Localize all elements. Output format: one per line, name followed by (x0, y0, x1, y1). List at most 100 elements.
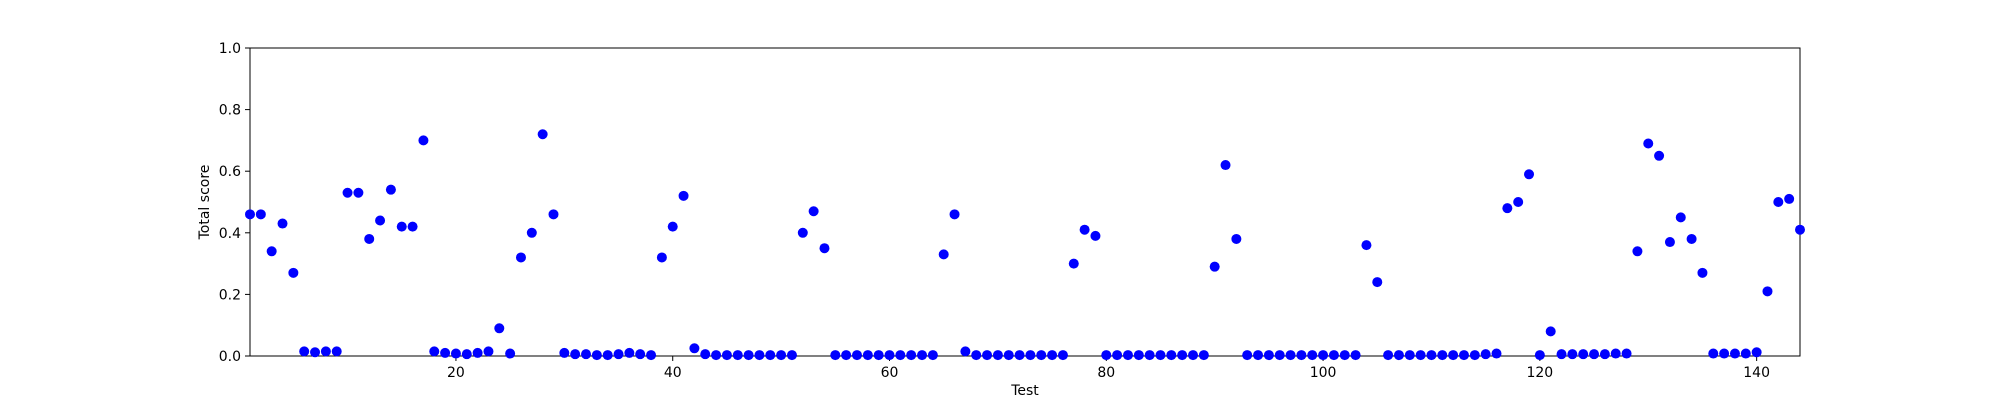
data-point (656, 252, 667, 263)
data-point (1556, 349, 1567, 360)
data-point (537, 129, 548, 140)
data-point (1589, 349, 1600, 360)
data-point (1795, 224, 1805, 235)
data-point (1274, 350, 1285, 361)
data-point (396, 221, 407, 232)
data-point (1675, 212, 1686, 223)
y-tick-label: 0.8 (219, 103, 241, 119)
data-point (1545, 326, 1556, 337)
data-point (1155, 350, 1166, 361)
data-point (667, 221, 678, 232)
data-point (895, 350, 906, 361)
data-point (320, 346, 331, 357)
data-point (646, 350, 657, 361)
x-tick-label: 80 (1097, 365, 1115, 381)
data-point (277, 218, 288, 229)
data-point (1253, 350, 1264, 361)
data-point (310, 347, 321, 358)
data-point (873, 350, 884, 361)
plot-area (249, 47, 1801, 357)
data-point (1101, 350, 1112, 361)
data-point (1784, 193, 1795, 204)
data-point (1166, 350, 1177, 361)
data-point (418, 135, 429, 146)
data-point (299, 346, 310, 357)
data-point (288, 267, 299, 278)
data-point (1480, 349, 1491, 360)
data-point (1057, 350, 1068, 361)
data-point (1621, 348, 1632, 359)
data-point (602, 350, 613, 361)
data-point (1513, 197, 1524, 207)
x-axis-ticks: 20 40 60 80 100 120 140 (447, 356, 1770, 381)
data-point (1664, 237, 1675, 248)
data-point (1708, 348, 1719, 359)
data-point (1469, 350, 1480, 361)
data-point (353, 187, 364, 198)
x-axis-label: Test (1010, 383, 1039, 399)
data-point (1458, 350, 1469, 361)
data-point (483, 346, 494, 357)
data-point (1144, 350, 1155, 361)
data-point (1632, 246, 1643, 257)
data-point (1361, 240, 1372, 251)
data-point (1610, 348, 1621, 359)
data-point (1437, 350, 1448, 361)
data-point (624, 347, 635, 358)
data-point (526, 227, 537, 238)
data-point (1047, 350, 1058, 361)
data-point (754, 350, 765, 361)
data-point (960, 346, 971, 357)
data-point (971, 350, 982, 361)
y-tick-label: 1.0 (219, 41, 241, 57)
data-point (266, 246, 277, 257)
data-point (1339, 350, 1350, 361)
data-point (613, 349, 624, 360)
data-point (700, 349, 711, 360)
data-point (1188, 350, 1199, 361)
data-point (1090, 230, 1101, 241)
data-point (1393, 350, 1404, 361)
data-point (1177, 350, 1188, 361)
data-point (1231, 233, 1242, 244)
data-point (862, 350, 873, 361)
data-point (1307, 350, 1318, 361)
data-point (830, 350, 841, 361)
data-point (450, 348, 461, 359)
data-point (841, 350, 852, 361)
data-point (1599, 349, 1610, 360)
data-point (1491, 348, 1502, 359)
data-point (732, 350, 743, 361)
data-point (1068, 258, 1079, 269)
data-point (375, 215, 386, 226)
data-point (461, 349, 472, 360)
x-tick-label: 40 (664, 365, 682, 381)
data-point (505, 348, 516, 359)
data-point (1404, 350, 1415, 361)
data-point (1729, 348, 1740, 359)
data-point (1719, 348, 1730, 359)
data-point (711, 350, 722, 361)
data-point (1328, 350, 1339, 361)
data-point (743, 350, 754, 361)
data-point (1534, 350, 1545, 361)
data-point (1740, 348, 1751, 359)
data-point (548, 209, 559, 220)
data-point (992, 350, 1003, 361)
data-point (1751, 347, 1762, 358)
data-point (1383, 350, 1394, 361)
data-point (786, 350, 797, 361)
data-point (765, 350, 776, 361)
data-point (1578, 349, 1589, 360)
data-point (808, 206, 819, 217)
data-point (721, 350, 732, 361)
data-point (1697, 267, 1708, 278)
data-point (1567, 349, 1578, 360)
y-tick-label: 0.6 (219, 164, 241, 180)
data-point (1686, 233, 1697, 244)
x-tick-label: 100 (1310, 365, 1337, 381)
data-point (472, 347, 483, 358)
data-point (1350, 350, 1361, 361)
data-point (1133, 350, 1144, 361)
